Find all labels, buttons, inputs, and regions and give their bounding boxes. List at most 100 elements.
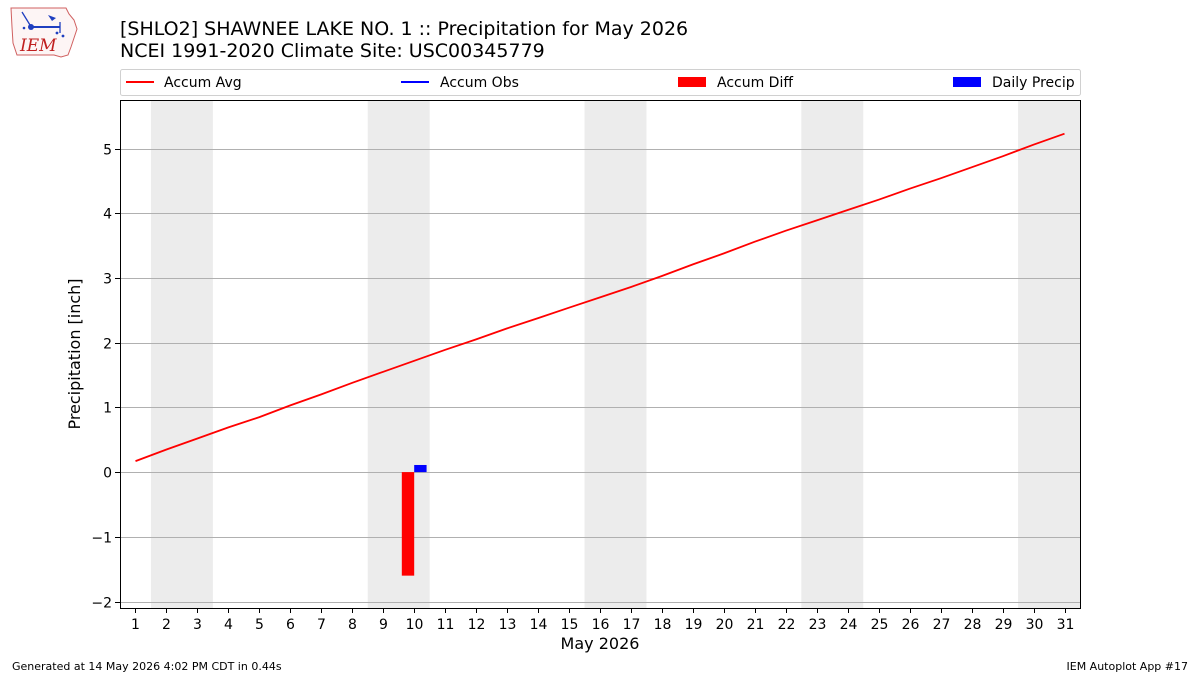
data-point-accum-avg <box>659 274 664 279</box>
data-point-accum-avg <box>536 316 541 321</box>
footer-generated-text: Generated at 14 May 2026 4:02 PM CDT in … <box>12 660 282 673</box>
data-point-accum-avg <box>319 392 324 397</box>
x-tick-label: 5 <box>255 617 264 633</box>
x-tick-label: 28 <box>964 617 982 633</box>
legend: Accum Avg Accum Obs Accum Diff Daily Pre… <box>120 69 1081 96</box>
data-point-accum-avg <box>783 228 788 233</box>
data-point-accum-avg <box>690 262 695 267</box>
series-line-accum-avg <box>135 132 1065 462</box>
chart-title: [SHLO2] SHAWNEE LAKE NO. 1 :: Precipitat… <box>120 18 688 40</box>
legend-label-accum-diff: Accum Diff <box>717 75 793 91</box>
y-tick-label: 3 <box>103 272 112 288</box>
x-tick-label: 14 <box>530 617 548 633</box>
x-tick-label: 17 <box>623 617 641 633</box>
x-tick-label: 25 <box>871 617 889 633</box>
data-point-accum-avg <box>195 436 200 441</box>
data-point-accum-avg <box>412 358 417 363</box>
data-point-accum-avg <box>814 218 819 223</box>
data-point-accum-avg <box>598 295 603 300</box>
y-axis-label: Precipitation [inch] <box>65 278 84 429</box>
x-tick-label: 16 <box>592 617 610 633</box>
x-tick-label: 8 <box>348 617 357 633</box>
y-tick-label: 5 <box>103 143 112 159</box>
data-point-accum-avg <box>845 208 850 213</box>
data-point-accum-avg <box>1062 131 1067 136</box>
data-point-accum-avg <box>628 285 633 290</box>
weekend-shading <box>150 100 1080 608</box>
y-tick-label: 1 <box>103 401 112 417</box>
legend-swatch-daily-precip <box>953 77 981 87</box>
x-tick-label: 18 <box>654 617 672 633</box>
footer-app-label: IEM Autoplot App #17 <box>1067 660 1189 673</box>
data-point-accum-avg <box>752 239 757 244</box>
chart-subtitle: NCEI 1991-2020 Climate Site: USC00345779 <box>120 40 545 62</box>
y-tick-label: −1 <box>91 531 112 547</box>
legend-label-daily-precip: Daily Precip <box>992 75 1075 91</box>
data-point-accum-avg <box>907 186 912 191</box>
x-tick-label: 27 <box>933 617 951 633</box>
iem-logo: IEM <box>10 7 78 58</box>
x-tick-label: 30 <box>1026 617 1044 633</box>
x-tick-label: 22 <box>778 617 796 633</box>
weekend-band-5 <box>1018 100 1080 608</box>
x-tick-label: 12 <box>468 617 486 633</box>
x-tick-label: 13 <box>499 617 517 633</box>
line-series <box>133 131 1067 464</box>
y-axis-ticks: −2 −1 0 1 2 3 4 5 <box>91 143 120 612</box>
legend-swatch-accum-diff <box>678 77 706 87</box>
y-tick-label: −2 <box>91 596 112 612</box>
data-point-accum-avg <box>876 197 881 202</box>
weekend-band-1 <box>150 100 213 608</box>
data-point-accum-avg <box>474 337 479 342</box>
x-tick-label: 26 <box>902 617 920 633</box>
x-tick-label: 15 <box>561 617 579 633</box>
x-tick-label: 31 <box>1057 617 1075 633</box>
data-point-accum-avg <box>1000 154 1005 159</box>
weekend-band-2 <box>367 100 430 608</box>
data-point-accum-avg <box>381 369 386 374</box>
x-axis-label: May 2026 <box>561 634 640 653</box>
legend-label-accum-avg: Accum Avg <box>164 75 242 91</box>
weekend-band-4 <box>801 100 864 608</box>
data-point-accum-avg <box>164 447 169 452</box>
x-tick-label: 11 <box>437 617 455 633</box>
grid-lines <box>120 149 1080 603</box>
x-tick-label: 21 <box>747 617 765 633</box>
x-tick-label: 9 <box>379 617 388 633</box>
x-tick-label: 2 <box>162 617 171 633</box>
x-tick-label: 10 <box>406 617 424 633</box>
data-point-accum-avg <box>288 403 293 408</box>
y-tick-label: 0 <box>103 466 112 482</box>
data-point-accum-avg <box>226 425 231 430</box>
x-tick-label: 20 <box>716 617 734 633</box>
data-point-accum-avg <box>443 347 448 352</box>
data-point-accum-avg <box>969 165 974 170</box>
logo-text: IEM <box>19 36 57 56</box>
y-tick-label: 2 <box>103 337 112 353</box>
x-tick-label: 3 <box>193 617 202 633</box>
bar-accum-diff <box>401 472 415 576</box>
x-tick-label: 29 <box>995 617 1013 633</box>
legend-label-accum-obs: Accum Obs <box>440 75 519 91</box>
legend-frame <box>120 69 1081 96</box>
x-tick-label: 6 <box>286 617 295 633</box>
bar-daily-precip <box>414 464 427 473</box>
bar-series <box>401 464 427 576</box>
weekend-band-3 <box>584 100 647 608</box>
data-point-accum-avg <box>133 459 138 464</box>
weather-station-icon <box>21 11 65 38</box>
x-tick-label: 7 <box>317 617 326 633</box>
x-axis-ticks: 1 2 3 4 5 6 7 8 9 10 11 12 13 14 15 16 17 18 19 20 21 22 23 24 2… <box>131 608 1074 633</box>
data-point-accum-avg <box>350 380 355 385</box>
data-point-accum-avg <box>721 251 726 256</box>
x-tick-label: 23 <box>809 617 827 633</box>
x-tick-label: 1 <box>131 617 140 633</box>
data-point-accum-avg <box>505 326 510 331</box>
x-tick-label: 4 <box>224 617 233 633</box>
data-point-accum-avg <box>257 415 262 420</box>
data-point-accum-avg <box>938 176 943 181</box>
x-tick-label: 19 <box>685 617 703 633</box>
x-tick-label: 24 <box>840 617 858 633</box>
